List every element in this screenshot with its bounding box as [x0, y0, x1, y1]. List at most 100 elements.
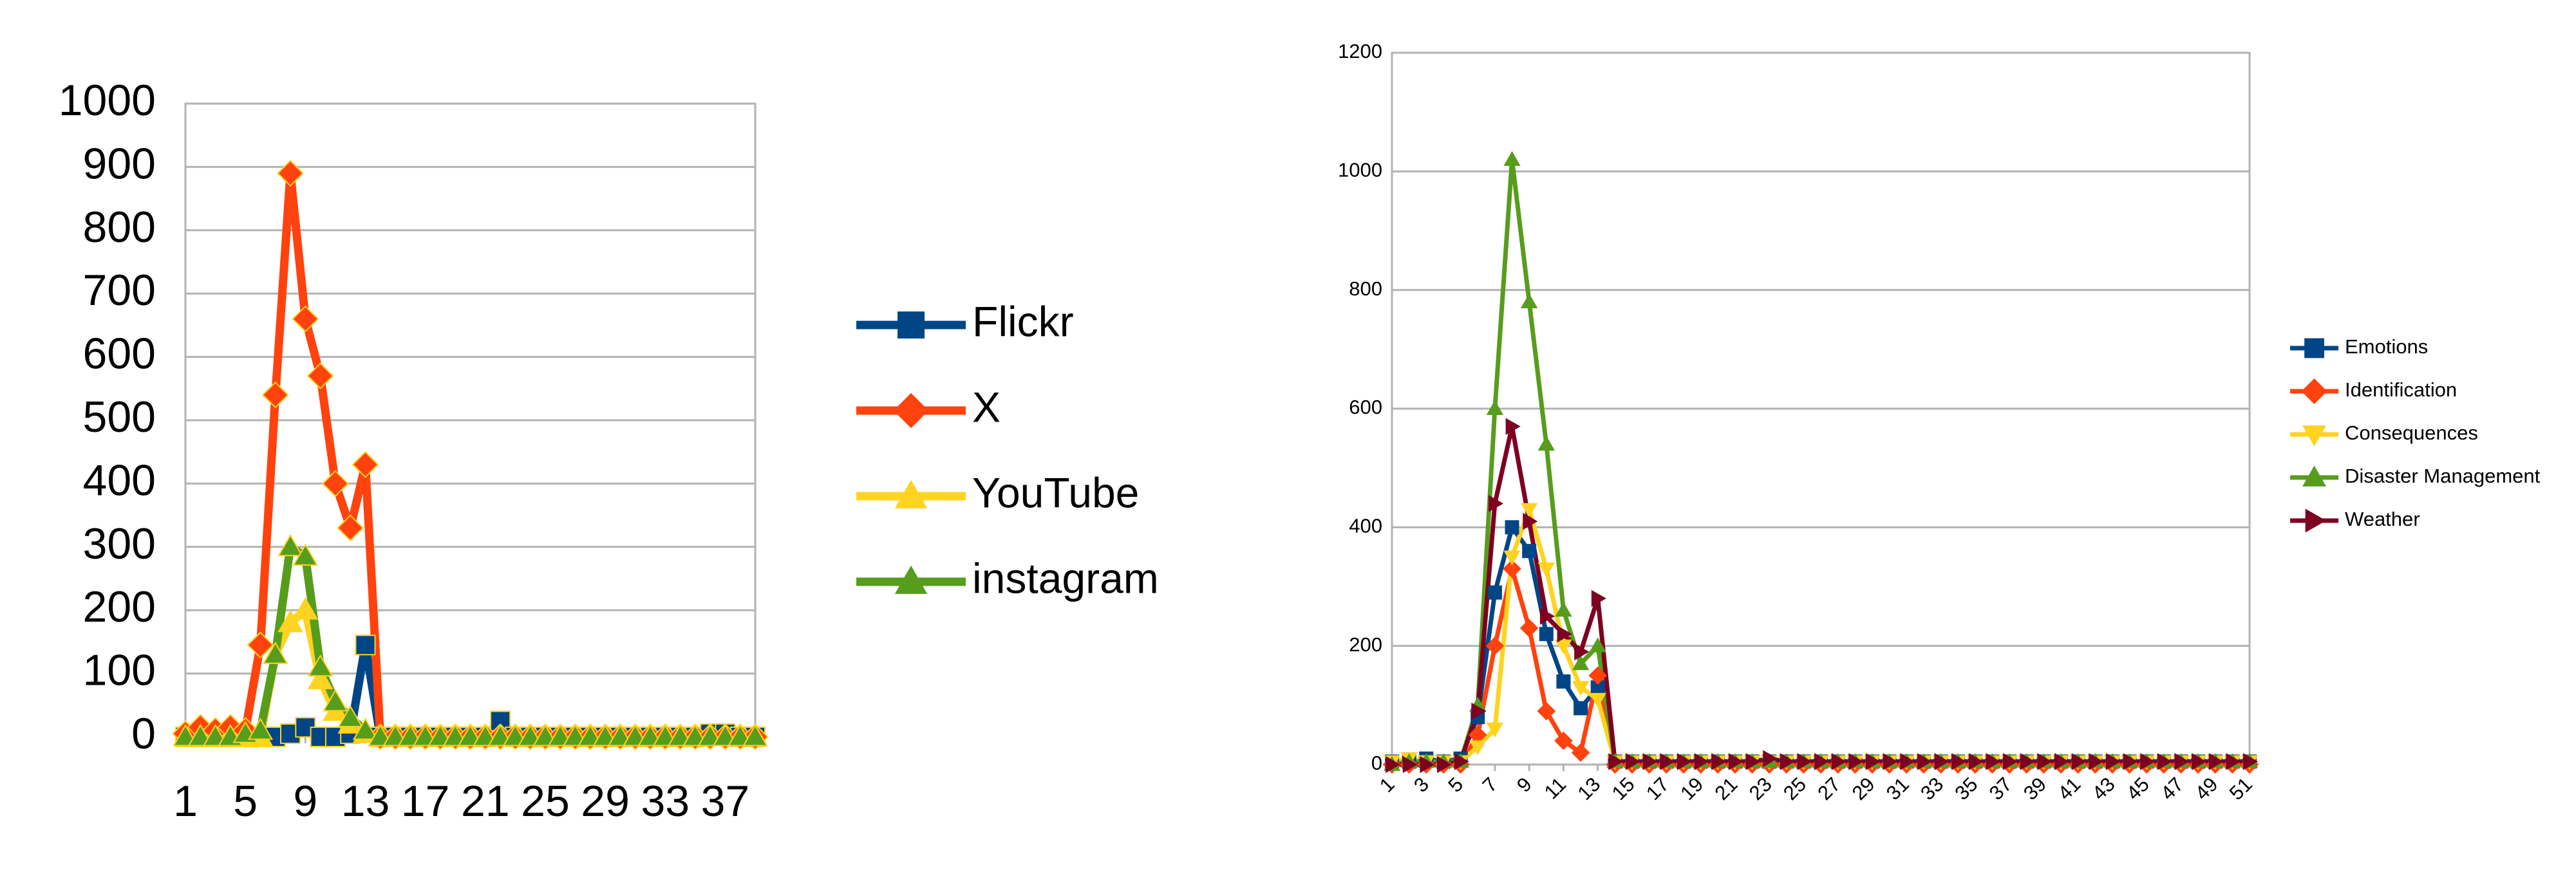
x-tick-label: 19 [1676, 773, 1707, 804]
marker [1556, 674, 1571, 689]
marker [2037, 753, 2053, 770]
y-tick-label: 800 [1349, 277, 1382, 300]
marker [1572, 655, 1590, 671]
y-tick-label: 800 [83, 203, 156, 252]
y-tick-label: 400 [1349, 515, 1382, 537]
marker [2302, 425, 2326, 447]
marker [2192, 753, 2207, 770]
x-tick-label: 11 [1540, 773, 1571, 804]
marker [2243, 753, 2259, 770]
x-tick-label: 13 [1573, 773, 1604, 804]
y-tick-label: 700 [83, 266, 156, 315]
marker [1519, 618, 1539, 638]
marker [1539, 627, 1554, 642]
marker [1831, 753, 1847, 770]
y-tick-label: 300 [83, 519, 156, 568]
marker [337, 514, 364, 542]
x-tick-label: 1 [173, 777, 198, 826]
y-tick-label: 600 [1349, 396, 1382, 418]
marker [2054, 753, 2070, 770]
marker [307, 667, 334, 689]
marker [1883, 753, 1898, 770]
marker [2003, 753, 2018, 770]
x-tick-label: 9 [1512, 773, 1536, 797]
marker [1572, 681, 1590, 696]
y-tick-label: 0 [131, 709, 156, 758]
marker [742, 723, 768, 747]
marker [1471, 702, 1487, 720]
marker [1386, 756, 1401, 774]
marker [321, 470, 349, 497]
marker [1503, 151, 1521, 166]
marker [1468, 725, 1487, 745]
legend-label: X [972, 383, 1001, 431]
marker [2302, 465, 2326, 487]
legend-label: Flickr [972, 297, 1074, 345]
x-tick-label: 15 [1608, 773, 1639, 804]
marker [2123, 753, 2138, 770]
marker [1608, 753, 1624, 770]
x-tick-label: 25 [521, 777, 570, 826]
marker [263, 642, 288, 664]
marker [1677, 753, 1693, 770]
x-tick-label: 21 [1710, 773, 1742, 804]
marker [1780, 753, 1795, 770]
x-tick-label: 25 [1779, 773, 1810, 804]
marker [893, 393, 929, 429]
marker [1486, 722, 1504, 737]
marker [1745, 753, 1761, 770]
marker [337, 705, 363, 727]
marker [2304, 338, 2324, 358]
marker [1487, 585, 1502, 600]
marker [1485, 636, 1505, 655]
marker [2208, 753, 2224, 770]
y-tick-label: 1000 [1338, 159, 1382, 181]
marker [261, 381, 289, 409]
marker [1523, 512, 1538, 530]
legend-label: Consequences [2345, 422, 2478, 444]
x-tick-label: 41 [2053, 773, 2085, 804]
marker [1557, 626, 1572, 643]
marker [1934, 753, 1950, 770]
marker [323, 689, 348, 712]
marker [1590, 680, 1605, 695]
marker [1505, 418, 1521, 435]
x-tick-label: 17 [401, 777, 450, 826]
y-tick-label: 100 [83, 646, 156, 695]
x-tick-label: 33 [1916, 773, 1948, 804]
x-tick-label: 45 [2122, 773, 2154, 804]
marker [1626, 753, 1641, 770]
x-tick-label: 5 [1443, 773, 1467, 797]
marker [1503, 550, 1521, 566]
marker [1537, 701, 1556, 721]
marker [2140, 753, 2156, 770]
x-tick-label: 9 [293, 777, 317, 826]
x-tick-label: 27 [1813, 773, 1845, 804]
y-tick-label: 500 [83, 393, 156, 441]
marker [277, 609, 303, 633]
y-tick-label: 200 [1349, 633, 1382, 656]
x-tick-label: 17 [1642, 773, 1673, 804]
x-tick-label: 5 [233, 777, 258, 826]
legend-label: instagram [972, 554, 1159, 602]
marker [1522, 544, 1537, 559]
marker [247, 631, 274, 659]
x-tick-label: 13 [341, 777, 390, 826]
marker [1917, 753, 1933, 770]
marker [2301, 378, 2327, 405]
marker [1589, 637, 1606, 653]
marker [894, 565, 928, 594]
y-tick-label: 1200 [1338, 40, 1382, 62]
marker [1537, 562, 1555, 578]
marker [1814, 753, 1830, 770]
y-tick-label: 600 [83, 329, 156, 378]
marker [894, 479, 928, 508]
marker [352, 450, 379, 478]
marker [2020, 753, 2035, 770]
marker [1574, 643, 1590, 661]
marker [1520, 503, 1538, 518]
marker [1488, 495, 1504, 512]
marker [1986, 753, 2001, 770]
marker [1469, 740, 1487, 756]
